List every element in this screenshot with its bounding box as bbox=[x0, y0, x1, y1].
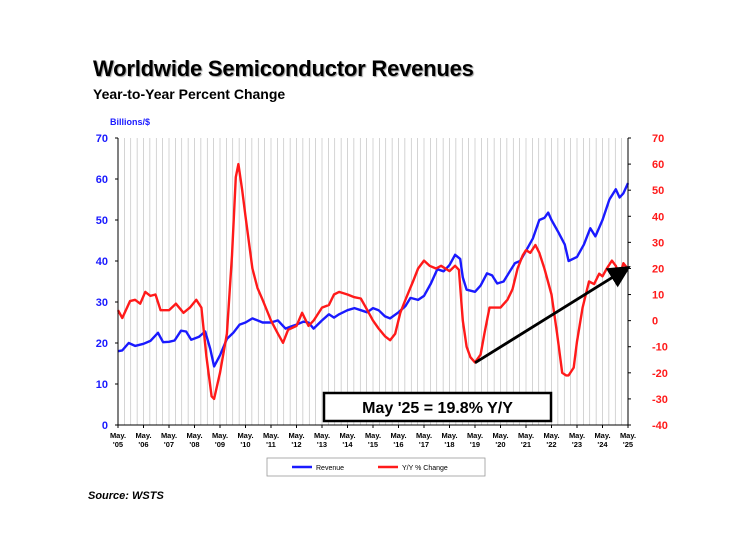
right-tick-label: 40 bbox=[652, 211, 664, 223]
legend-label: Y/Y % Change bbox=[402, 465, 448, 472]
x-axis-ticks: May.'05May.'06May.'07May.'08May.'09May.'… bbox=[110, 425, 636, 449]
y-axis-label-left: Billions/$ bbox=[110, 117, 150, 127]
annotation-text: May '25 = 19.8% Y/Y bbox=[362, 400, 513, 417]
right-tick-label: -40 bbox=[652, 420, 668, 432]
x-tick-label-month: May. bbox=[518, 431, 534, 440]
legend: Revenue Y/Y % Change bbox=[266, 457, 486, 477]
x-tick-label-year: '22 bbox=[546, 440, 556, 449]
x-tick-label-year: '05 bbox=[113, 440, 123, 449]
x-tick-label-month: May. bbox=[594, 431, 610, 440]
x-tick-label-year: '12 bbox=[291, 440, 301, 449]
x-tick-label-year: '18 bbox=[444, 440, 454, 449]
x-tick-label-month: May. bbox=[110, 431, 126, 440]
x-tick-label-year: '08 bbox=[189, 440, 199, 449]
left-tick-label: 40 bbox=[96, 256, 108, 268]
x-tick-label-month: May. bbox=[441, 431, 457, 440]
right-tick-label: -20 bbox=[652, 368, 668, 380]
x-tick-label-month: May. bbox=[186, 431, 202, 440]
right-tick-label: 20 bbox=[652, 263, 664, 275]
series-line-revenue bbox=[117, 182, 630, 368]
series-line-yoy-change bbox=[116, 162, 629, 401]
x-tick-label-year: '09 bbox=[215, 440, 225, 449]
x-tick-label-year: '14 bbox=[342, 440, 353, 449]
left-tick-label: 70 bbox=[96, 133, 108, 145]
left-axis-ticks: 0 10 20 30 40 50 60 70 bbox=[96, 133, 118, 432]
x-tick-label-year: '17 bbox=[419, 440, 429, 449]
chart-subtitle: Year-to-Year Percent Change bbox=[93, 86, 286, 102]
left-tick-label: 20 bbox=[96, 338, 108, 350]
chart-title: Worldwide Semiconductor Revenues bbox=[93, 56, 474, 81]
x-tick-label-month: May. bbox=[365, 431, 381, 440]
right-tick-label: 60 bbox=[652, 159, 664, 171]
trend-arrow bbox=[474, 266, 631, 364]
x-tick-label-month: May. bbox=[288, 431, 304, 440]
legend-box bbox=[266, 457, 486, 477]
x-tick-label-year: '11 bbox=[266, 440, 276, 449]
right-axis-ticks: -40 -30 -20 -10 0 10 20 30 40 50 60 70 bbox=[628, 133, 668, 432]
x-tick-label-month: May. bbox=[620, 431, 636, 440]
x-tick-label-month: May. bbox=[543, 431, 559, 440]
source-note: Source: WSTS bbox=[88, 490, 164, 502]
right-tick-label: -30 bbox=[652, 394, 668, 406]
grid bbox=[124, 138, 622, 425]
left-tick-label: 60 bbox=[96, 174, 108, 186]
annotation: May '25 = 19.8% Y/Y bbox=[322, 266, 631, 423]
x-tick-label-year: '13 bbox=[317, 440, 327, 449]
x-tick-label-month: May. bbox=[212, 431, 228, 440]
right-tick-label: 70 bbox=[652, 133, 664, 145]
x-tick-label-year: '10 bbox=[240, 440, 250, 449]
x-tick-label-year: '16 bbox=[393, 440, 403, 449]
right-tick-label: 30 bbox=[652, 237, 664, 249]
x-tick-label-year: '24 bbox=[597, 440, 608, 449]
x-tick-label-month: May. bbox=[161, 431, 177, 440]
x-tick-label-month: May. bbox=[416, 431, 432, 440]
right-tick-label: 50 bbox=[652, 185, 664, 197]
x-tick-label-year: '23 bbox=[572, 440, 582, 449]
x-tick-label-year: '06 bbox=[138, 440, 148, 449]
x-tick-label-month: May. bbox=[314, 431, 330, 440]
x-tick-label-year: '20 bbox=[495, 440, 505, 449]
left-tick-label: 50 bbox=[96, 215, 108, 227]
legend-label: Revenue bbox=[316, 465, 344, 472]
x-tick-label-month: May. bbox=[467, 431, 483, 440]
left-tick-label: 0 bbox=[102, 420, 108, 432]
right-tick-label: 0 bbox=[652, 316, 658, 328]
x-tick-label-month: May. bbox=[492, 431, 508, 440]
x-tick-label-year: '21 bbox=[521, 440, 531, 449]
x-tick-label-month: May. bbox=[390, 431, 406, 440]
series-layer bbox=[116, 162, 630, 401]
x-tick-label-month: May. bbox=[569, 431, 585, 440]
x-tick-label-month: May. bbox=[263, 431, 279, 440]
x-tick-label-year: '25 bbox=[623, 440, 633, 449]
x-tick-label-year: '19 bbox=[470, 440, 480, 449]
right-tick-label: -10 bbox=[652, 342, 668, 354]
left-tick-label: 10 bbox=[96, 379, 108, 391]
x-tick-label-month: May. bbox=[339, 431, 355, 440]
x-tick-label-month: May. bbox=[135, 431, 151, 440]
x-tick-label-month: May. bbox=[237, 431, 253, 440]
right-tick-label: 10 bbox=[652, 290, 664, 302]
annotation-box bbox=[322, 391, 553, 423]
x-tick-label-year: '15 bbox=[368, 440, 378, 449]
left-tick-label: 30 bbox=[96, 297, 108, 309]
x-tick-label-year: '07 bbox=[164, 440, 174, 449]
